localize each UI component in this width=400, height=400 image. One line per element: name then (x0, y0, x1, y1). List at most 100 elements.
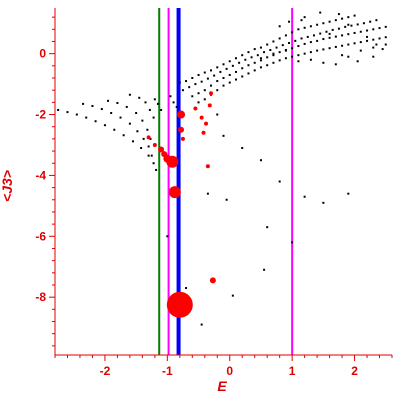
red-point (199, 115, 204, 120)
black-point (288, 20, 291, 23)
black-point (297, 60, 300, 63)
black-point (222, 134, 225, 137)
black-point (169, 95, 172, 98)
black-point (234, 57, 237, 60)
red-point (152, 142, 157, 147)
black-point (269, 49, 272, 52)
black-point (375, 43, 378, 46)
black-point (166, 235, 169, 238)
x-tick-label: 1 (289, 364, 296, 378)
black-point (259, 46, 262, 49)
black-point (228, 60, 231, 63)
black-point (216, 80, 219, 83)
black-point (135, 112, 138, 115)
black-point (247, 72, 250, 75)
black-point (147, 145, 150, 148)
black-point (266, 64, 269, 67)
black-point (141, 119, 144, 122)
black-point (372, 38, 375, 41)
black-point (272, 40, 275, 43)
black-point (384, 36, 387, 39)
black-point (263, 268, 266, 271)
black-point (337, 13, 340, 16)
black-point (148, 108, 151, 111)
black-point (281, 44, 284, 47)
black-point (366, 39, 369, 42)
black-point (250, 56, 253, 59)
black-point (175, 105, 178, 108)
black-point (203, 89, 206, 92)
black-point (210, 84, 213, 87)
black-point (381, 48, 384, 51)
black-point (263, 51, 266, 54)
black-point (91, 105, 94, 108)
black-point (284, 49, 287, 52)
black-point (316, 39, 319, 42)
black-point (378, 27, 381, 30)
black-point (128, 93, 131, 96)
black-point (316, 49, 319, 52)
black-point (225, 67, 228, 70)
black-point (347, 55, 350, 58)
black-point (303, 42, 306, 45)
black-point (303, 16, 306, 19)
black-point (241, 75, 244, 78)
black-point (244, 58, 247, 61)
black-point (375, 19, 378, 22)
y-tick-label: -4 (35, 168, 46, 182)
x-tick-label: -2 (100, 364, 111, 378)
black-point (225, 198, 228, 201)
black-point (316, 23, 319, 26)
black-point (142, 137, 145, 140)
black-point (191, 77, 194, 80)
black-point (155, 168, 158, 171)
red-point (209, 91, 214, 96)
black-point (359, 30, 362, 33)
red-point (205, 164, 210, 169)
black-point (366, 35, 369, 38)
black-point (247, 64, 250, 67)
black-point (278, 25, 281, 28)
y-tick-label: -8 (35, 290, 46, 304)
black-point (178, 81, 181, 84)
black-point (341, 34, 344, 37)
y-axis-title: <J3> (0, 170, 15, 202)
black-point (197, 92, 200, 95)
x-tick-label: -1 (162, 364, 173, 378)
black-point (150, 154, 153, 157)
black-point (213, 74, 216, 77)
black-point (334, 35, 337, 38)
black-point (241, 147, 244, 150)
x-tick-label: 0 (226, 364, 233, 378)
black-point (347, 43, 350, 46)
black-point (347, 33, 350, 36)
black-point (194, 83, 197, 86)
black-point (300, 37, 303, 40)
red-point (204, 121, 209, 126)
black-point (322, 61, 325, 64)
black-point (309, 58, 312, 61)
black-point (322, 22, 325, 25)
black-point (231, 294, 234, 297)
black-point (372, 28, 375, 31)
black-point (384, 25, 387, 28)
y-tick-label: -2 (35, 108, 46, 122)
black-point (241, 54, 244, 57)
black-point (66, 111, 69, 114)
black-point (291, 55, 294, 58)
black-point (266, 43, 269, 46)
black-point (259, 66, 262, 69)
red-point (177, 110, 186, 119)
black-point (309, 41, 312, 44)
black-point (206, 192, 209, 195)
black-point (353, 14, 356, 17)
black-point (191, 95, 194, 98)
black-point (222, 63, 225, 66)
black-point (291, 31, 294, 34)
black-point (147, 154, 150, 157)
black-point (100, 108, 103, 111)
black-point (119, 116, 122, 119)
red-point (166, 155, 179, 168)
black-point (210, 69, 213, 72)
black-point (272, 52, 275, 55)
